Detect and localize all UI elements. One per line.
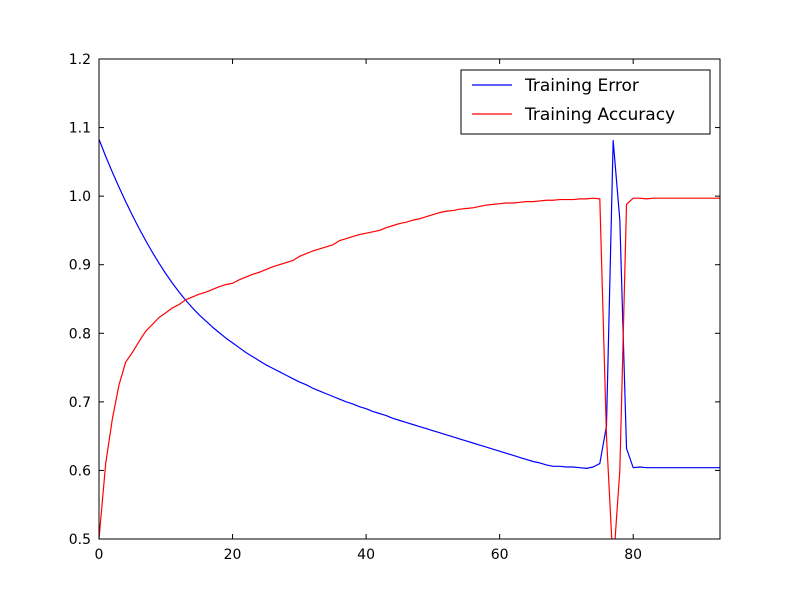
y-tick-label: 0.8 (69, 326, 91, 342)
y-tick-label: 0.9 (69, 258, 91, 274)
y-tick-label: 1.0 (69, 189, 91, 205)
y-tick-label: 1.2 (69, 52, 91, 68)
ticks-layer: 0 20 40 60 80 0.5 0.6 0.7 0.8 0.9 1.0 1.1 1.2 (69, 52, 720, 563)
x-tick-label: 0 (95, 547, 104, 563)
legend: Training Error Training Accuracy (460, 69, 711, 135)
series-line-training-accuracy (99, 197, 720, 539)
x-tick-label: 20 (224, 547, 242, 563)
y-tick-label: 1.1 (69, 121, 91, 137)
x-tick-label: 40 (357, 547, 375, 563)
legend-label-training-error: Training Error (524, 76, 639, 96)
y-tick-label: 0.5 (69, 532, 91, 548)
legend-box (460, 69, 711, 135)
legend-label-training-accuracy: Training Accuracy (524, 105, 675, 125)
series-layer (99, 139, 720, 539)
y-tick-label: 0.7 (69, 395, 91, 411)
plot-frame (98, 58, 721, 540)
y-tick-label: 0.6 (69, 463, 91, 479)
series-line-training-error (99, 139, 720, 469)
x-tick-label: 80 (624, 547, 642, 563)
x-tick-label: 60 (491, 547, 509, 563)
